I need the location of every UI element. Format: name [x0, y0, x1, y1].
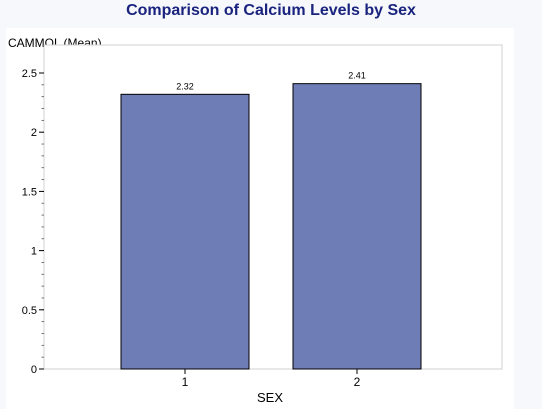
y-tick-label: 2 [31, 127, 37, 139]
bar-data-label: 2.41 [348, 71, 366, 81]
y-tick-label: 0 [31, 364, 37, 376]
y-tick-label: 0.5 [22, 305, 37, 317]
x-tick-label: 1 [182, 375, 189, 389]
bar-1 [120, 93, 250, 370]
bar-data-label: 2.32 [176, 81, 194, 91]
y-tick-label: 1 [31, 246, 37, 258]
x-tick-label: 2 [354, 375, 361, 389]
y-tick-label: 2.5 [22, 68, 37, 80]
y-axis-ticks: 0 0.5 1 1.5 2 2.5 [22, 68, 44, 376]
x-axis-label: SEX [257, 390, 283, 405]
chart-title: Comparison of Calcium Levels by Sex [126, 2, 416, 19]
bar-2 [292, 83, 422, 370]
y-tick-label: 1.5 [22, 186, 37, 198]
plot-frame [43, 44, 503, 370]
